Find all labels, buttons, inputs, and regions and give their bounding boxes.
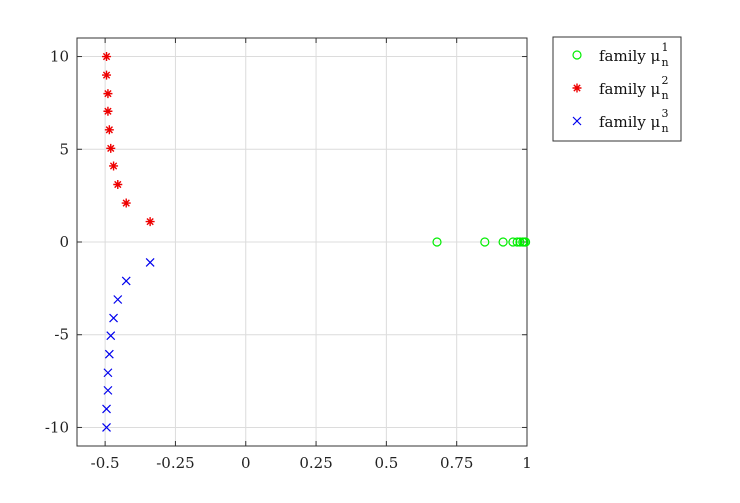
data-point: [498, 237, 508, 247]
data-point: [106, 331, 116, 341]
y-tick-label: 0: [59, 233, 69, 251]
y-axis-tick-labels: 10 5 0 -5 -10: [45, 48, 69, 437]
data-point: [121, 198, 131, 208]
legend-superscript: 3: [662, 107, 669, 120]
legend-superscript: 2: [662, 74, 669, 87]
legend-subscript: n: [662, 122, 669, 135]
x-tick-label: 0.75: [440, 454, 473, 472]
data-point: [121, 276, 131, 286]
data-point: [113, 180, 123, 190]
data-point: [102, 404, 111, 414]
legend-label: family μ: [599, 47, 661, 65]
data-point: [106, 143, 116, 153]
x-tick-label: 0.5: [374, 454, 398, 472]
data-marks: [102, 52, 531, 432]
data-point: [508, 237, 518, 247]
x-tick-label: -0.25: [156, 454, 194, 472]
data-point: [113, 295, 123, 304]
series-2: [102, 52, 155, 227]
legend-marker: [572, 83, 582, 93]
y-tick-label: 5: [59, 140, 69, 158]
data-point: [145, 257, 155, 267]
data-point: [432, 237, 442, 247]
data-point: [109, 313, 118, 323]
data-point: [515, 237, 525, 247]
legend-subscript: n: [662, 56, 669, 69]
data-point: [102, 52, 112, 62]
ticks: [77, 38, 528, 446]
data-point: [103, 385, 113, 395]
data-point: [102, 70, 112, 80]
data-point: [102, 423, 111, 432]
legend-label: family μ: [599, 113, 661, 131]
data-point: [103, 89, 113, 99]
data-point: [104, 349, 114, 359]
legend-marker: [572, 50, 582, 60]
series-1: [432, 237, 531, 247]
legend-item: family μ 3 n: [572, 107, 669, 135]
legend-label: family μ: [599, 80, 661, 98]
data-point: [480, 237, 490, 247]
legend-marker: [572, 116, 582, 126]
grid: [77, 38, 528, 446]
x-tick-label: -0.5: [91, 454, 120, 472]
y-tick-label: -10: [45, 418, 69, 436]
data-point: [103, 368, 113, 378]
data-point: [103, 106, 113, 116]
y-tick-label: 10: [50, 48, 69, 66]
x-tick-label: 0.25: [299, 454, 332, 472]
data-point: [109, 161, 119, 171]
data-point: [520, 237, 531, 247]
legend-subscript: n: [662, 89, 669, 102]
data-point: [104, 125, 114, 135]
x-axis-tick-labels: -0.5 -0.25 0 0.25 0.5 0.75 1: [91, 454, 532, 472]
legend-superscript: 1: [662, 41, 669, 54]
legend-item: family μ 1 n: [572, 41, 669, 69]
series-3: [102, 257, 155, 432]
x-tick-label: 0: [241, 454, 251, 472]
y-tick-label: -5: [54, 326, 69, 344]
data-point: [145, 217, 155, 227]
x-tick-label: 1: [522, 454, 532, 472]
legend-item: family μ 2 n: [572, 74, 669, 102]
